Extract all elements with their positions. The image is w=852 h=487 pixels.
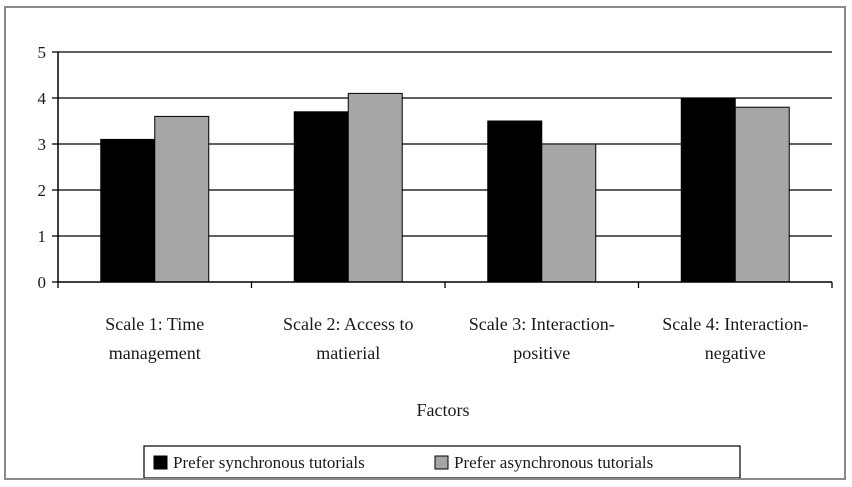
legend: Prefer synchronous tutorials Prefer async… bbox=[143, 445, 741, 479]
bar-synchronous bbox=[487, 120, 543, 283]
x-category-label: Scale 3: Interaction- bbox=[469, 314, 615, 334]
bar-asynchronous bbox=[154, 115, 210, 283]
x-category-label: matierial bbox=[316, 343, 380, 363]
legend-swatch bbox=[434, 455, 449, 470]
y-tick-label: 0 bbox=[38, 273, 47, 292]
bar-chart: 0 1 2 3 4 5 Scale 1: Time management Scale 2: A… bbox=[38, 43, 833, 479]
x-category-label: Scale 4: Interaction- bbox=[662, 314, 808, 334]
bars bbox=[100, 92, 790, 283]
y-tick-label: 1 bbox=[38, 227, 47, 246]
bar-asynchronous bbox=[734, 106, 790, 283]
x-category-label: Scale 1: Time bbox=[105, 314, 204, 334]
y-tick-labels: 0 1 2 3 4 5 bbox=[38, 43, 47, 292]
x-axis-title: Factors bbox=[417, 400, 470, 420]
chart-frame: 0 1 2 3 4 5 Scale 1: Time management Scale 2: A… bbox=[4, 6, 846, 480]
bar-synchronous bbox=[293, 111, 349, 283]
x-category-label: positive bbox=[513, 343, 570, 363]
y-tick-label: 4 bbox=[38, 89, 47, 108]
x-category-labels: Scale 1: Time management Scale 2: Access t… bbox=[105, 314, 808, 363]
bar-asynchronous bbox=[347, 92, 403, 283]
legend-label: Prefer asynchronous tutorials bbox=[454, 453, 653, 472]
y-tick-label: 2 bbox=[38, 181, 47, 200]
x-category-label: negative bbox=[705, 343, 766, 363]
y-tick-label: 5 bbox=[38, 43, 47, 62]
axes bbox=[52, 51, 833, 288]
bar-synchronous bbox=[100, 138, 156, 283]
x-category-label: Scale 2: Access to bbox=[283, 314, 413, 334]
legend-swatch bbox=[153, 455, 168, 470]
bar-synchronous bbox=[680, 97, 736, 283]
legend-label: Prefer synchronous tutorials bbox=[173, 453, 365, 472]
y-tick-label: 3 bbox=[38, 135, 47, 154]
x-category-label: management bbox=[109, 343, 201, 363]
bar-asynchronous bbox=[541, 143, 597, 283]
